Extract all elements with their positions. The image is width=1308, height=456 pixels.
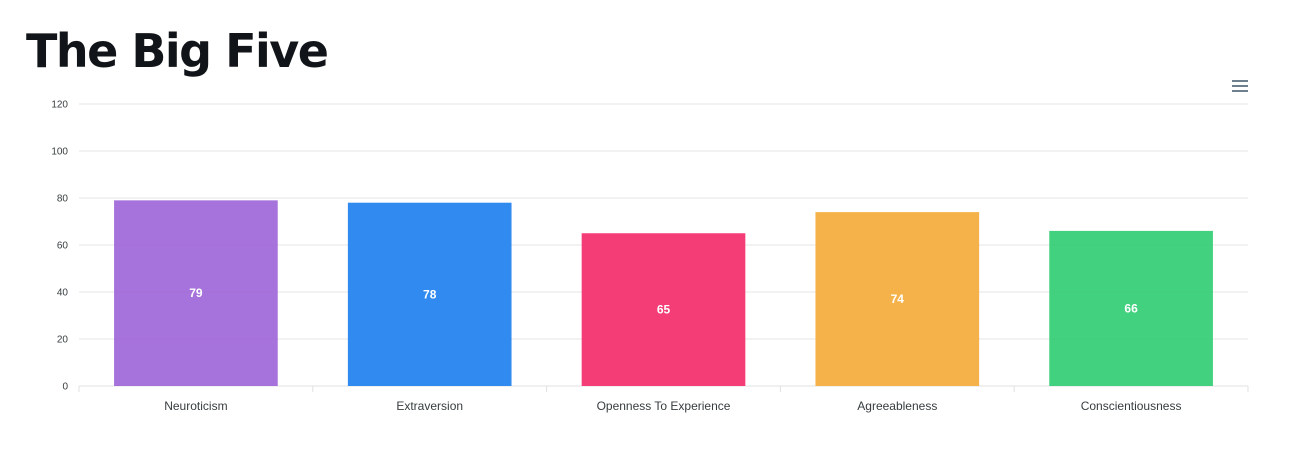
y-tick-label: 100: [51, 147, 68, 158]
x-axis: [78, 385, 1249, 392]
data-label: 66: [1124, 301, 1138, 315]
hamburger-menu-icon[interactable]: [1228, 76, 1252, 96]
bar-openness-to-experience: [581, 233, 746, 386]
data-label: 65: [657, 303, 671, 317]
chart-title: The Big Five: [26, 24, 329, 78]
x-tick-label: Openness To Experience: [597, 399, 731, 413]
bar-extraversion: [347, 202, 512, 386]
y-tick-label: 60: [57, 241, 69, 252]
menu-bar: [1232, 85, 1248, 87]
y-tick-label: 120: [51, 100, 68, 111]
data-label: 74: [891, 292, 905, 306]
x-tick-label: Conscientiousness: [1081, 399, 1182, 413]
y-tick-label: 40: [57, 288, 69, 299]
labels: 0 20 40 60 80 100 120 79 Neuroticism 78 Extraversi…: [51, 100, 1181, 414]
bar-agreeableness: [815, 212, 980, 386]
x-tick-label: Extraversion: [396, 399, 463, 413]
data-label: 79: [189, 286, 203, 300]
menu-bar: [1232, 80, 1248, 82]
y-tick-label: 80: [57, 194, 69, 205]
bars: [114, 200, 1213, 386]
y-tick-label: 0: [62, 382, 68, 393]
bar-conscientiousness: [1049, 230, 1213, 386]
y-tick-label: 20: [57, 335, 69, 346]
data-label: 78: [423, 287, 437, 301]
x-tick-label: Neuroticism: [164, 399, 227, 413]
menu-bar: [1232, 90, 1248, 92]
x-tick-label: Agreeableness: [857, 399, 937, 413]
bar-neuroticism: [114, 200, 278, 386]
